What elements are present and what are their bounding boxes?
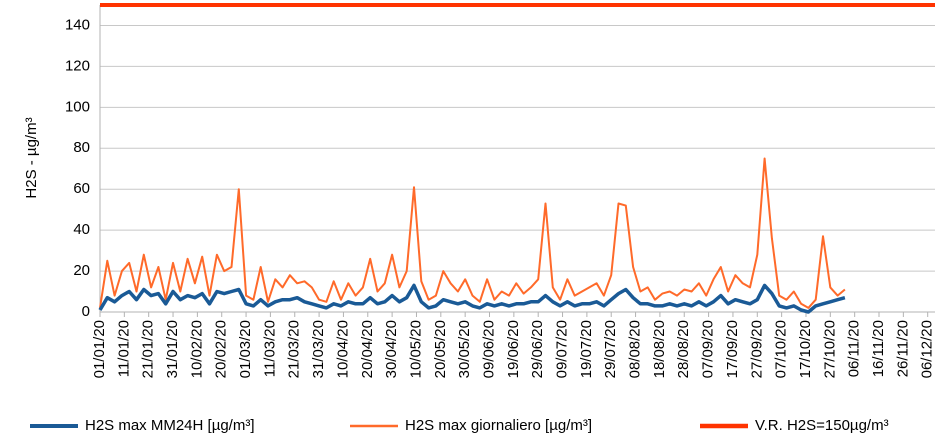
x-tick-label: 10/04/20 — [334, 320, 351, 378]
y-tick-label: 100 — [65, 98, 90, 115]
x-tick-label: 09/07/20 — [554, 320, 571, 378]
x-tick-label: 19/07/20 — [578, 320, 595, 378]
x-tick-label: 11/03/20 — [261, 320, 278, 377]
x-tick-label: 06/11/20 — [846, 320, 863, 377]
x-tick-label: 11/01/20 — [115, 320, 132, 377]
x-tick-label: 06/12/20 — [919, 320, 936, 378]
x-tick-label: 27/09/20 — [748, 320, 765, 378]
y-tick-label: 140 — [65, 16, 90, 33]
x-tick-label: 21/03/20 — [286, 320, 303, 378]
series-line — [98, 283, 846, 314]
x-tick-label: 16/11/20 — [870, 320, 887, 377]
y-tick-label: 120 — [65, 57, 90, 74]
y-tick-label: 80 — [73, 139, 90, 156]
x-tick-label: 27/10/20 — [821, 320, 838, 378]
y-tick-label: 60 — [73, 180, 90, 197]
x-tick-label: 28/08/20 — [675, 320, 692, 378]
x-tick-label: 10/05/20 — [407, 320, 424, 378]
x-tick-label: 21/01/20 — [140, 320, 157, 378]
series-line — [99, 157, 846, 309]
x-tick-label: 29/06/20 — [529, 320, 546, 378]
x-tick-label: 01/03/20 — [237, 320, 254, 378]
x-tick-label: 30/04/20 — [383, 320, 400, 378]
legend-label: H2S max MM24H [µg/m³] — [85, 417, 255, 434]
y-tick-label: 40 — [73, 221, 90, 238]
x-tick-label: 18/08/20 — [651, 320, 668, 378]
x-tick-label: 26/11/20 — [894, 320, 911, 377]
x-tick-label: 31/03/20 — [310, 320, 327, 378]
x-tick-label: 29/07/20 — [602, 320, 619, 378]
x-tick-label: 01/01/20 — [91, 320, 108, 378]
x-tick-label: 20/04/20 — [359, 320, 376, 378]
x-tick-label: 31/01/20 — [164, 320, 181, 378]
x-tick-label: 17/09/20 — [724, 320, 741, 378]
y-tick-label: 0 — [82, 303, 90, 320]
x-tick-label: 07/09/20 — [700, 320, 717, 378]
x-tick-label: 20/05/20 — [432, 320, 449, 378]
x-tick-label: 08/08/20 — [627, 320, 644, 378]
x-tick-label: 20/02/20 — [213, 320, 230, 378]
x-tick-label: 30/05/20 — [456, 320, 473, 378]
x-tick-label: 17/10/20 — [797, 320, 814, 378]
y-tick-label: 20 — [73, 262, 90, 279]
x-tick-label: 10/02/20 — [188, 320, 205, 378]
legend-label: H2S max giornaliero [µg/m³] — [405, 417, 592, 434]
y-axis-label: H2S - µg/m³ — [23, 117, 40, 198]
x-tick-label: 09/06/20 — [480, 320, 497, 378]
x-tick-label: 07/10/20 — [773, 320, 790, 378]
legend-label: V.R. H2S=150µg/m³ — [755, 417, 889, 434]
x-tick-label: 19/06/20 — [505, 320, 522, 378]
